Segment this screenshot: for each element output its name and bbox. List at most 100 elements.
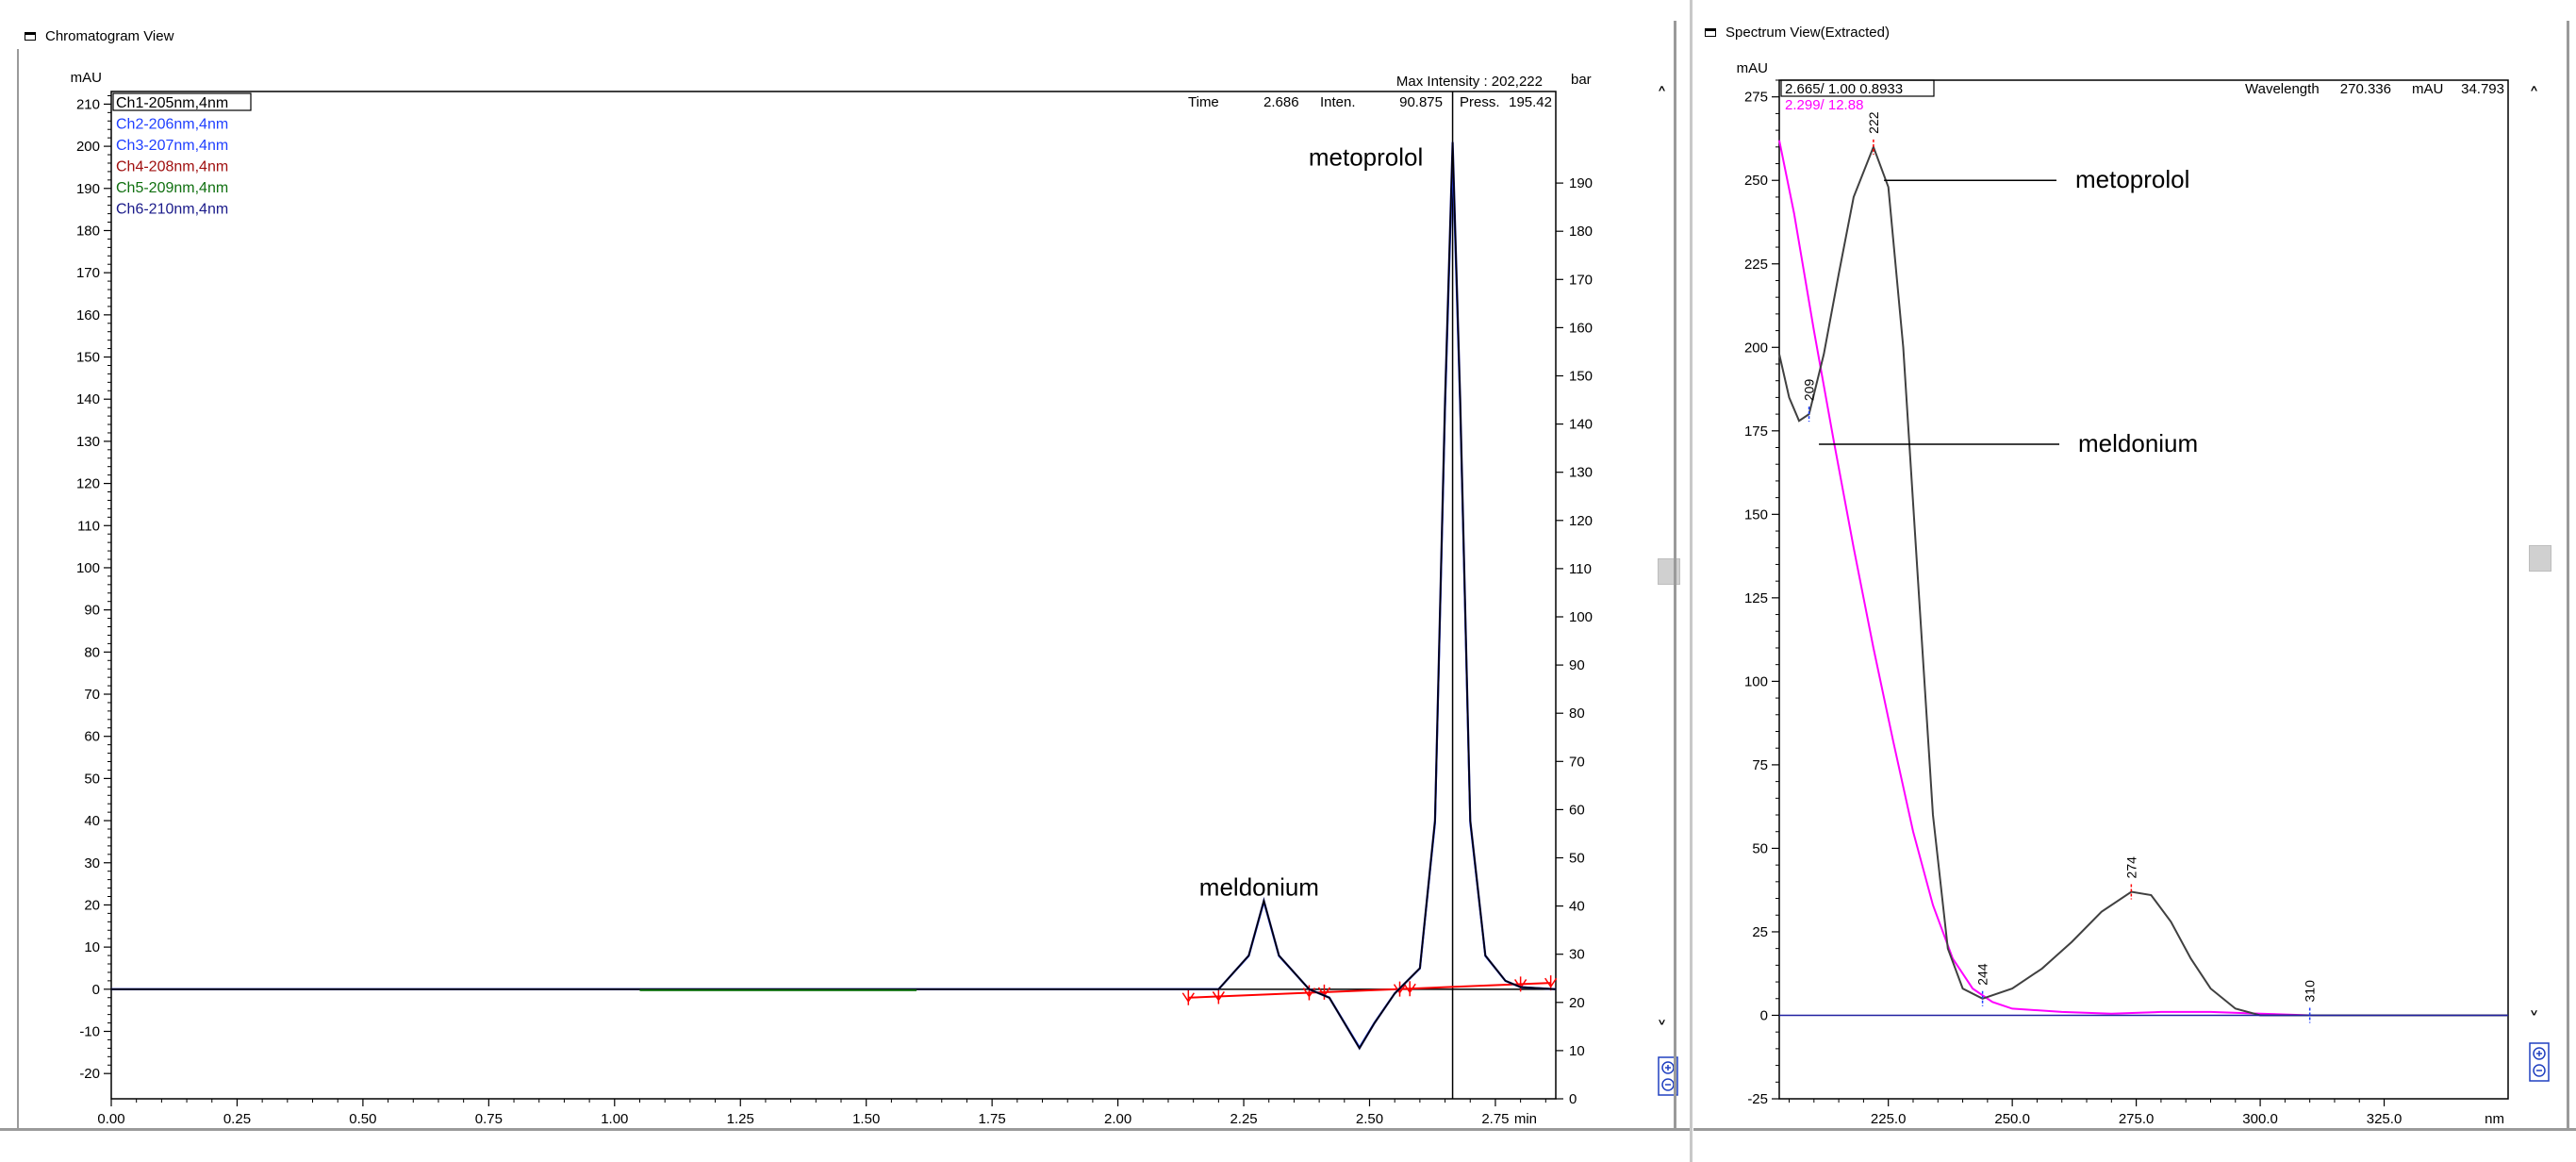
scroll-up-arrow[interactable]: ˄ xyxy=(2529,85,2539,108)
scroll-down-arrow[interactable]: ˅ xyxy=(1657,1019,1667,1042)
y2-tick-label: 170 xyxy=(1569,272,1593,288)
y-tick-label: 0 xyxy=(92,982,100,998)
scroll-thumb[interactable] xyxy=(2529,545,2551,572)
annotation-metoprolol: metoprolol xyxy=(1309,142,1423,171)
frame-bottom-left xyxy=(0,1128,1690,1131)
frame-right-panel-edge xyxy=(2567,21,2569,1130)
press-label: Press. xyxy=(1460,94,1500,110)
y-tick-label: 30 xyxy=(84,855,100,872)
chromatogram-title-text: Chromatogram View xyxy=(45,28,174,44)
peak-label: 274 xyxy=(2123,856,2138,879)
x-tick-label: 225.0 xyxy=(1871,1111,1907,1127)
y2-unit-label: bar xyxy=(1571,72,1592,88)
y-tick-label: 50 xyxy=(84,771,100,787)
y2-tick-label: 160 xyxy=(1569,320,1593,336)
spectrum-panel: Spectrum View(Extracted) -25 0 25 50 75 100 12… xyxy=(1693,0,2576,1162)
x-tick-label: 325.0 xyxy=(2367,1111,2403,1127)
y-tick-label: 170 xyxy=(76,265,100,281)
y-tick-label: 225 xyxy=(1744,257,1768,273)
scroll-down-arrow[interactable]: ˅ xyxy=(2529,1009,2539,1033)
y-tick-label: 190 xyxy=(76,181,100,197)
y-tick-label: 20 xyxy=(84,897,100,913)
max-intensity-readout: Max Intensity : 202,222 xyxy=(1396,74,1543,90)
baseline-marker xyxy=(1403,981,1416,997)
y2-tick-label: 110 xyxy=(1569,561,1592,577)
scroll-thumb[interactable] xyxy=(1658,558,1680,585)
y-tick-label: 40 xyxy=(84,813,100,829)
x-tick-label: 0.00 xyxy=(97,1111,124,1127)
spectrum-title-text: Spectrum View(Extracted) xyxy=(1726,25,1890,41)
time-value: 2.686 xyxy=(1263,94,1299,110)
y-tick-label: 130 xyxy=(76,434,100,450)
y-tick-label: -10 xyxy=(79,1024,100,1040)
y-tick-label: 140 xyxy=(76,391,100,407)
chromatogram-chart: -20-100102030405060708090100110120130140… xyxy=(71,70,1593,1127)
x-tick-label: 2.75 xyxy=(1481,1111,1509,1127)
spectrum-series-1 xyxy=(1778,144,2508,1017)
y-tick-label: 150 xyxy=(76,350,100,366)
inten-value: 90.875 xyxy=(1399,94,1443,110)
x-tick-label: 1.75 xyxy=(979,1111,1006,1127)
y2-tick-label: 140 xyxy=(1569,417,1593,433)
y-tick-label: 120 xyxy=(76,476,100,492)
x-tick-label: 275.0 xyxy=(2119,1111,2155,1127)
scroll-up-arrow[interactable]: ˄ xyxy=(1657,85,1667,108)
x-tick-label: 0.25 xyxy=(223,1111,251,1127)
legend-entry: Ch5-209nm,4nm xyxy=(116,180,228,196)
y2-tick-label: 60 xyxy=(1569,802,1585,818)
x-tick-label: 0.50 xyxy=(349,1111,376,1127)
y-tick-label: 250 xyxy=(1744,173,1768,189)
frame-left-edge xyxy=(17,49,19,1130)
inten-label: Inten. xyxy=(1320,94,1356,110)
x-unit-label: nm xyxy=(2485,1111,2504,1127)
x-tick-label: 300.0 xyxy=(2242,1111,2278,1127)
mau-label: mAU xyxy=(2412,81,2443,97)
y2-tick-label: 40 xyxy=(1569,899,1585,915)
baseline-marker xyxy=(1181,989,1195,1005)
chromatogram-panel: Chromatogram View -20 -10 0 10 20 30 40 50 60 70 8… xyxy=(25,0,1693,1162)
y-tick-label: 25 xyxy=(1752,924,1768,940)
y-tick-label: -20 xyxy=(79,1066,100,1082)
plot-frame xyxy=(110,91,1557,1100)
x-tick-label: 250.0 xyxy=(1994,1111,2030,1127)
frame-bottom-right xyxy=(1693,1128,2576,1131)
y-tick-label: 100 xyxy=(76,560,100,576)
y-tick-label: 180 xyxy=(76,223,100,239)
trace-ch2 xyxy=(111,155,1557,1050)
press-value: 195.42 xyxy=(1509,94,1552,110)
y2-tick-label: 180 xyxy=(1569,224,1593,240)
legend-selected-box xyxy=(112,92,252,111)
y2-tick-label: 130 xyxy=(1569,465,1593,481)
y-tick-label: -25 xyxy=(1747,1091,1768,1107)
y2-tick-label: 90 xyxy=(1569,657,1585,673)
zoom-icon[interactable] xyxy=(2529,1042,2550,1082)
y-tick-label: 160 xyxy=(76,307,100,324)
y2-tick-label: 30 xyxy=(1569,947,1585,963)
readout-2: 2.299/ 12.88 xyxy=(1785,97,1863,113)
peak-label: 209 xyxy=(1802,379,1817,402)
x-tick-label: 0.75 xyxy=(475,1111,503,1127)
trace-ch6 xyxy=(111,141,1557,1051)
y-tick-label: 60 xyxy=(84,729,100,745)
y-tick-label: 90 xyxy=(84,603,100,619)
y-tick-label: 80 xyxy=(84,644,100,660)
window-icon[interactable] xyxy=(1705,28,1716,37)
x-tick-label: 1.50 xyxy=(852,1111,880,1127)
wavelength-value: 270.336 xyxy=(2340,81,2391,97)
spectrum-series-2 xyxy=(1778,140,2508,1017)
legend-entry: Ch4-208nm,4nm xyxy=(116,159,228,175)
peak-label: 310 xyxy=(2303,980,2318,1003)
window-icon[interactable] xyxy=(25,32,36,41)
y-tick-label: 50 xyxy=(1752,840,1768,856)
y2-tick-label: 150 xyxy=(1569,368,1593,384)
legend-entry: Ch1-205nm,4nm xyxy=(116,95,228,111)
y2-tick-label: 80 xyxy=(1569,706,1585,722)
mau-value: 34.793 xyxy=(2461,81,2504,97)
baseline-marker xyxy=(1212,988,1225,1004)
y-tick-label: 100 xyxy=(1744,673,1768,689)
y-tick-label: 70 xyxy=(84,687,100,703)
x-tick-label: 1.00 xyxy=(601,1111,628,1127)
time-label: Time xyxy=(1188,94,1219,110)
y2-tick-label: 20 xyxy=(1569,995,1585,1011)
y-tick-label: 0 xyxy=(1760,1007,1768,1023)
